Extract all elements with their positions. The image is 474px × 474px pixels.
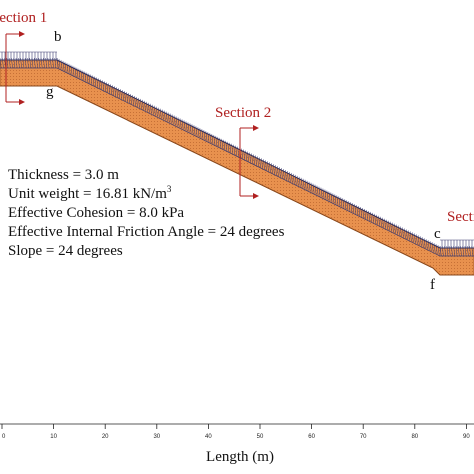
- point-f-label: f: [430, 277, 435, 293]
- cohesion-text: Effective Cohesion = 8.0 kPa: [8, 205, 185, 221]
- section-1-cut: [5, 31, 25, 105]
- x-tick-label: 80: [411, 434, 418, 440]
- unit-weight-text: Unit weight = 16.81 kN/m3: [8, 185, 284, 204]
- x-axis-title: Length (m): [206, 449, 274, 465]
- mesh-band: [0, 51, 474, 257]
- section-2-label: Section 2: [215, 105, 271, 121]
- section-2-cut: [239, 125, 259, 199]
- x-tick-label: 90: [463, 434, 470, 440]
- point-b-label: b: [54, 29, 62, 45]
- soil-properties: Thickness = 3.0 m Unit weight = 16.81 kN…: [8, 166, 284, 261]
- unit-weight-value: Unit weight = 16.81 kN/m: [8, 186, 167, 202]
- unit-weight-exponent: 3: [166, 184, 172, 194]
- point-c-label: c: [434, 226, 441, 242]
- x-tick-label: 0: [2, 434, 6, 440]
- slope-text: Slope = 24 degrees: [8, 243, 123, 259]
- x-axis-ticks: 0102030405060708090100: [1, 424, 470, 440]
- x-tick-label: 70: [360, 434, 367, 440]
- x-tick-label: 40: [205, 434, 212, 440]
- x-tick-label: 30: [153, 434, 160, 440]
- section-1-label: Section 1: [0, 10, 47, 26]
- x-tick-label: 60: [308, 434, 315, 440]
- x-tick-label: 50: [257, 434, 264, 440]
- x-tick-label: 20: [102, 434, 109, 440]
- section-3-label: Secti: [447, 209, 474, 225]
- x-tick-label: 10: [50, 434, 57, 440]
- friction-angle-text: Effective Internal Friction Angle = 24 d…: [8, 224, 285, 240]
- slope-base: [0, 85, 474, 276]
- thickness-text: Thickness = 3.0 m: [8, 167, 119, 183]
- point-g-label: g: [46, 84, 54, 100]
